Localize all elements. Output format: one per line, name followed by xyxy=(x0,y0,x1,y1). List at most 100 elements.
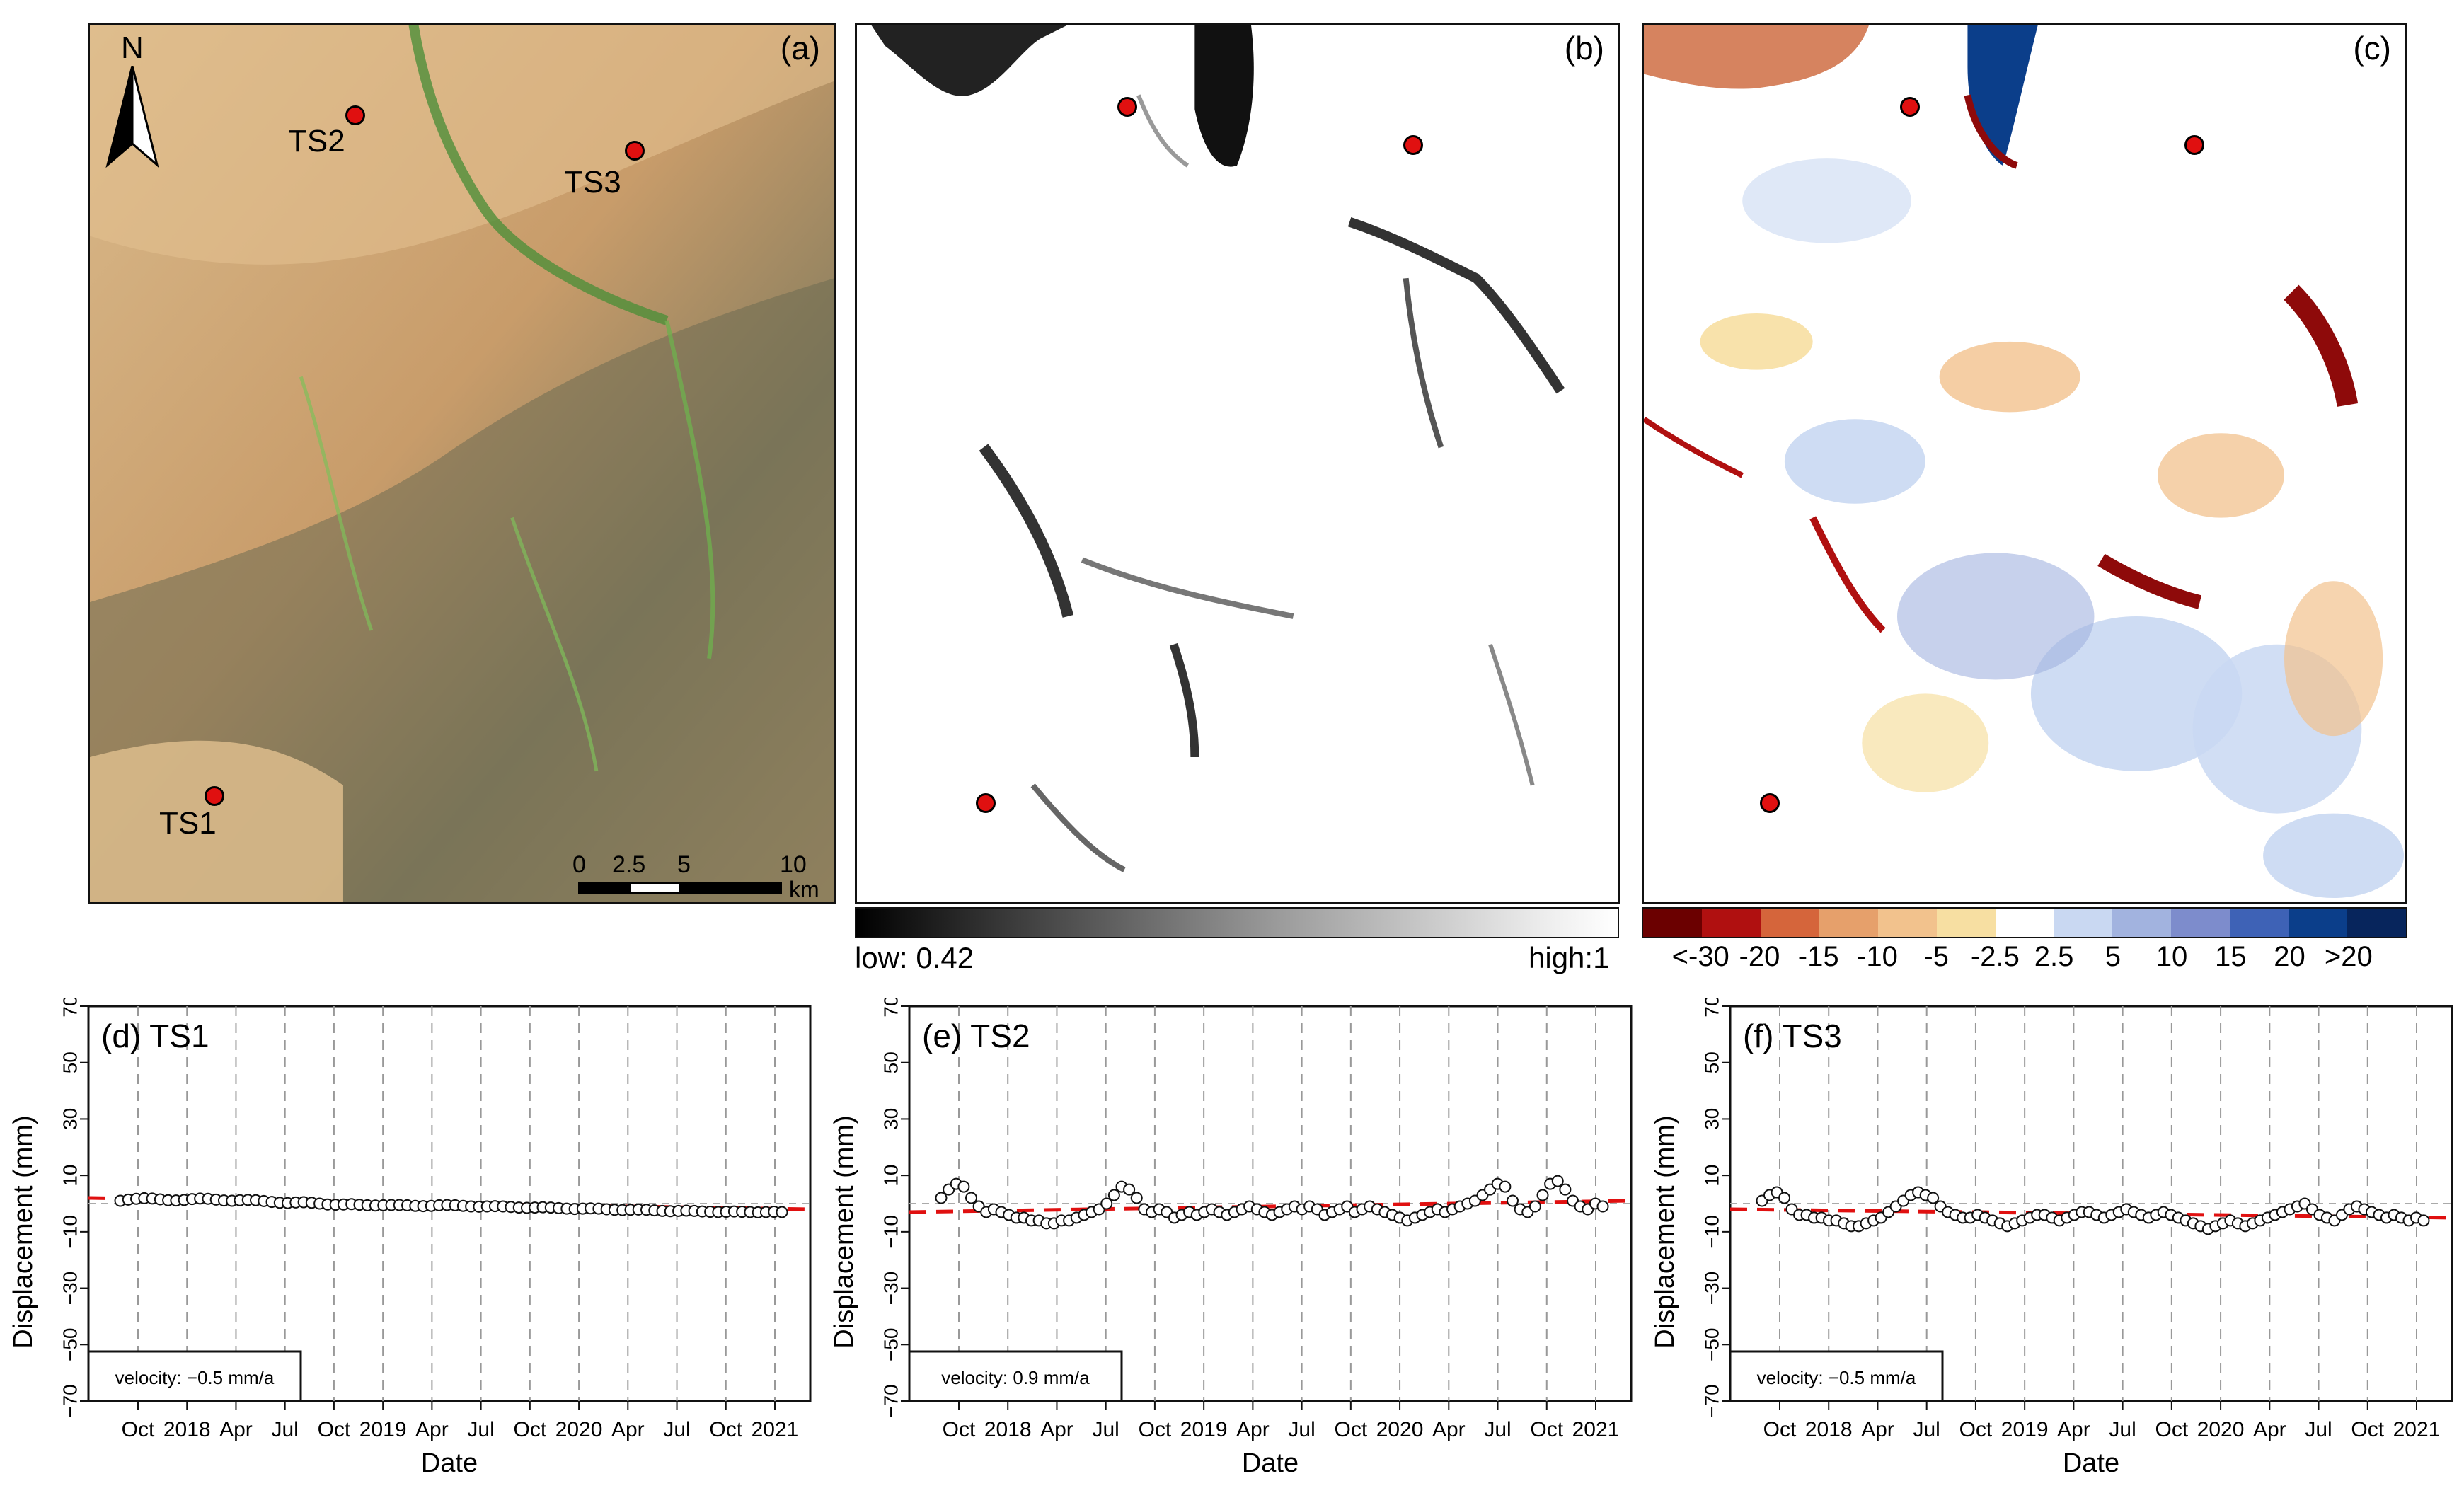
data-point xyxy=(935,1192,948,1204)
velocity-color-swatch xyxy=(2230,909,2289,937)
chart-ts3: Oct 2018 Apr Jul Oct 2019 Apr Jul Oct 2020 Apr Jul O… xyxy=(1642,998,2464,1493)
x-tick-label: Oct xyxy=(1139,1418,1172,1441)
velocity-color-swatch xyxy=(1701,909,1761,937)
data-point xyxy=(957,1180,970,1193)
site-label-ts2: TS2 xyxy=(288,124,345,158)
panel-c-label: (c) xyxy=(2353,30,2391,67)
velocity-colorbar xyxy=(1642,907,2407,938)
x-tick-label: 2019 xyxy=(1180,1418,1228,1441)
velocity-color-swatch xyxy=(2112,909,2172,937)
x-tick-label: Jul xyxy=(272,1418,299,1441)
data-point xyxy=(1529,1200,1541,1213)
data-point xyxy=(1107,1189,1120,1201)
velocity-box xyxy=(1729,1350,1944,1402)
site-marker-ts2 xyxy=(345,105,365,125)
x-tick-label: 2019 xyxy=(2001,1418,2049,1441)
velocity-color-swatch xyxy=(1995,909,2054,937)
velocity-color-swatch xyxy=(1936,909,1996,937)
y-tick-label: 10 xyxy=(880,1165,902,1187)
x-tick-label: 2018 xyxy=(163,1418,211,1441)
x-tick-label: Jul xyxy=(1093,1418,1119,1441)
data-point xyxy=(1927,1192,1940,1204)
y-tick-label: 70 xyxy=(59,998,81,1018)
data-point xyxy=(1100,1197,1113,1210)
x-tick-label: Apr xyxy=(1432,1418,1466,1441)
y-axis-label: Displacement (mm) xyxy=(829,1115,859,1348)
data-point xyxy=(1130,1192,1143,1204)
x-tick-label: Jul xyxy=(1288,1418,1315,1441)
velocity-tick-label: <-30 xyxy=(1671,941,1729,972)
velocity-tick-label: -5 xyxy=(1923,941,1949,972)
y-tick-label: 50 xyxy=(1700,1051,1722,1073)
velocity-imagery xyxy=(1644,25,2405,899)
x-tick-label: Apr xyxy=(219,1418,253,1441)
y-tick-label: −30 xyxy=(59,1272,81,1305)
x-tick-label: Oct xyxy=(1763,1418,1797,1441)
velocity-label: velocity: 0.9 mm/a xyxy=(941,1367,1090,1388)
velocity-box xyxy=(87,1350,302,1402)
x-tick-label: Oct xyxy=(1530,1418,1563,1441)
velocity-label: velocity: −0.5 mm/a xyxy=(1757,1367,1916,1388)
y-tick-label: 30 xyxy=(1700,1108,1722,1130)
x-axis-label: Date xyxy=(421,1448,478,1478)
x-axis-label: Date xyxy=(2063,1448,2119,1478)
y-tick-label: −10 xyxy=(880,1215,902,1249)
chart-title: (e) TS2 xyxy=(922,1018,1030,1054)
data-point xyxy=(1123,1183,1136,1196)
x-tick-label: Oct xyxy=(2351,1418,2384,1441)
data-point xyxy=(1536,1189,1549,1201)
x-tick-label: Apr xyxy=(415,1418,449,1441)
coherence-colorbar xyxy=(855,907,1619,938)
site-marker-ts2-b xyxy=(1117,97,1137,117)
chart-ts1-svg: Oct 2018 Apr Jul Oct 2019 Apr Jul Oct 2020 Apr Jul O… xyxy=(8,998,812,1478)
y-tick-label: 30 xyxy=(880,1108,902,1130)
scale-unit: km xyxy=(789,877,819,902)
x-tick-label: Oct xyxy=(1335,1418,1368,1441)
x-tick-label: 2020 xyxy=(1376,1418,1424,1441)
velocity-color-swatch xyxy=(1760,909,1819,937)
north-label: N xyxy=(121,30,144,65)
x-tick-label: 2021 xyxy=(752,1418,799,1441)
velocity-tick-label: 10 xyxy=(2155,941,2188,972)
data-point xyxy=(1507,1194,1519,1207)
data-point xyxy=(1499,1180,1512,1193)
data-point xyxy=(965,1192,977,1204)
chart-ts3-svg: Oct 2018 Apr Jul Oct 2019 Apr Jul Oct 2020 Apr Jul O… xyxy=(1650,998,2453,1478)
x-tick-label: Apr xyxy=(1236,1418,1270,1441)
x-tick-label: Apr xyxy=(611,1418,645,1441)
y-axis-label: Displacement (mm) xyxy=(8,1115,38,1348)
data-point xyxy=(2417,1214,2430,1227)
data-point xyxy=(1559,1183,1572,1196)
chart-ts2-svg: Oct 2018 Apr Jul Oct 2019 Apr Jul Oct 2020 Apr Jul O… xyxy=(829,998,1633,1478)
site-label-ts1: TS1 xyxy=(159,806,217,841)
velocity-tick-label: 5 xyxy=(2105,941,2121,972)
panel-b-coherence-map: (b) xyxy=(855,23,1620,904)
x-tick-label: Apr xyxy=(2253,1418,2286,1441)
velocity-tick-label: -2.5 xyxy=(1970,941,2020,972)
x-tick-label: Apr xyxy=(1861,1418,1894,1441)
x-tick-label: 2020 xyxy=(2197,1418,2245,1441)
x-tick-label: 2021 xyxy=(1572,1418,1620,1441)
site-label-ts3: TS3 xyxy=(564,165,621,200)
x-tick-label: Jul xyxy=(1484,1418,1511,1441)
x-tick-label: Oct xyxy=(514,1418,547,1441)
site-marker-ts1-b xyxy=(976,793,996,813)
scale-tick-0: 0 xyxy=(572,851,586,878)
north-arrow: N xyxy=(104,30,161,172)
x-tick-label: Apr xyxy=(2057,1418,2090,1441)
y-tick-label: −10 xyxy=(1700,1215,1722,1249)
y-tick-label: −30 xyxy=(1700,1272,1722,1305)
x-tick-label: Jul xyxy=(467,1418,494,1441)
velocity-tick-label: >20 xyxy=(2324,941,2373,972)
data-point xyxy=(1596,1200,1609,1213)
site-marker-ts1 xyxy=(205,786,224,806)
chart-title: (f) TS3 xyxy=(1743,1018,1842,1054)
site-marker-ts3-b xyxy=(1403,135,1423,155)
y-axis-label: Displacement (mm) xyxy=(1650,1115,1680,1348)
scale-tick-2.5: 2.5 xyxy=(612,851,646,878)
x-tick-label: Jul xyxy=(663,1418,690,1441)
y-tick-label: −10 xyxy=(59,1215,81,1249)
x-tick-label: 2018 xyxy=(984,1418,1032,1441)
velocity-color-swatch xyxy=(2054,909,2113,937)
site-marker-ts2-c xyxy=(1900,97,1920,117)
